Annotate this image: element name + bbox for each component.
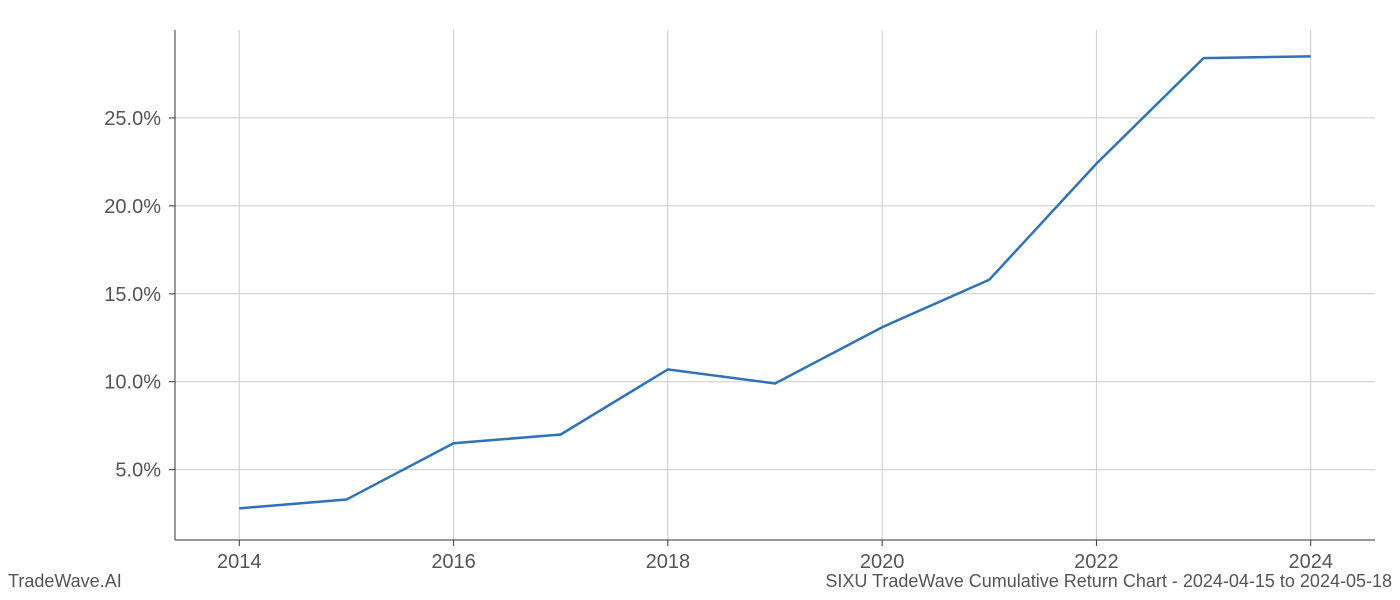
y-tick-label: 20.0% [104,196,161,218]
y-tick-label: 15.0% [104,284,161,306]
y-tick-label: 25.0% [104,108,161,130]
chart-container: 2014201620182020202220245.0%10.0%15.0%20… [175,30,1375,540]
y-tick-label: 10.0% [104,372,161,394]
x-tick-label: 2014 [217,551,262,573]
x-tick-label: 2020 [860,551,905,573]
data-line [239,56,1310,508]
y-tick-label: 5.0% [115,460,161,482]
x-tick-label: 2018 [646,551,691,573]
footer-left-label: TradeWave.AI [8,571,122,592]
x-tick-label: 2024 [1288,551,1333,573]
x-tick-label: 2022 [1074,551,1119,573]
footer-right-label: SIXU TradeWave Cumulative Return Chart -… [825,571,1392,592]
line-chart: 2014201620182020202220245.0%10.0%15.0%20… [175,30,1375,540]
x-tick-label: 2016 [431,551,476,573]
